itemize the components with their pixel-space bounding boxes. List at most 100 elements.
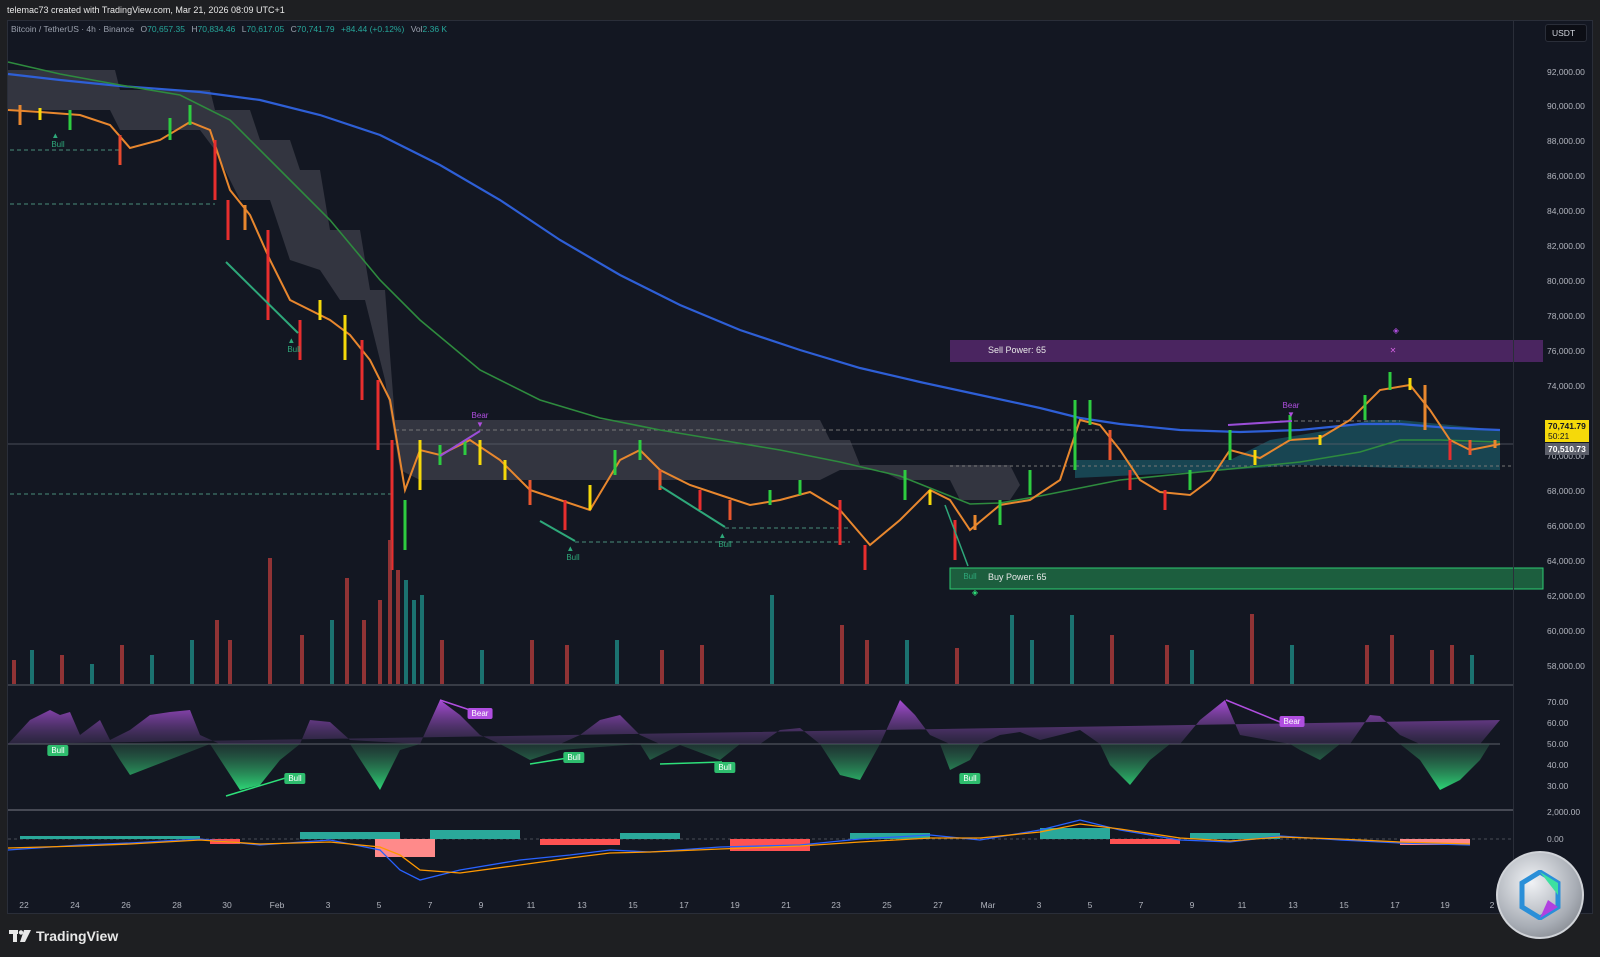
x-tick: 3 <box>325 900 331 910</box>
osc-y-tick: 70.00 <box>1547 697 1569 707</box>
x-tick: 23 <box>831 900 841 910</box>
y-tick: 76,000.00 <box>1547 346 1585 356</box>
oscillator-lower-fill <box>8 744 1490 790</box>
x-tick: 22 <box>19 900 29 910</box>
volume-value: 2.36 K <box>422 24 448 34</box>
bull-signal-marker: ▲ Bull <box>566 544 580 562</box>
x-tick: 11 <box>526 900 536 910</box>
x-tick: 3 <box>1036 900 1042 910</box>
change-value: +84.44 (+0.12%) <box>340 24 405 34</box>
x-tick: 24 <box>70 900 80 910</box>
buy-power-label: Buy Power: 65 <box>988 572 1047 582</box>
x-tick: 2 <box>1489 900 1495 910</box>
osc-y-tick: 50.00 <box>1547 739 1569 749</box>
teal-band <box>1075 420 1500 478</box>
x-tick: 25 <box>882 900 892 910</box>
y-tick: 84,000.00 <box>1547 206 1585 216</box>
bull-divergence-line <box>225 261 299 334</box>
coin-watermark-icon <box>1496 851 1584 939</box>
attribution-bar: telemac73 created with TradingView.com, … <box>0 0 1600 20</box>
osc-y-tick: 40.00 <box>1547 760 1569 770</box>
osc-bull-badge: Bull <box>714 762 736 773</box>
bear-signal-marker: Bear ▼ <box>1282 401 1300 419</box>
x-tick: 5 <box>376 900 382 910</box>
macd-y-tick: 2,000.00 <box>1547 807 1581 817</box>
x-tick: 9 <box>478 900 484 910</box>
open-value: 70,657.35 <box>147 24 185 34</box>
x-tick: 7 <box>1138 900 1144 910</box>
blue-ma-line <box>7 72 1501 434</box>
x-tick: 15 <box>1339 900 1349 910</box>
y-tick: 78,000.00 <box>1547 311 1585 321</box>
osc-bull-badge: Bull <box>959 773 981 784</box>
green-ma-line <box>7 61 1501 505</box>
bull-signal-marker: Bull <box>963 572 977 581</box>
x-tick: 7 <box>427 900 433 910</box>
low-value: 70,617.05 <box>246 24 285 34</box>
signal-line <box>7 823 1471 874</box>
symbol-label[interactable]: Bitcoin / TetherUS · 4h · Binance <box>11 24 135 34</box>
bear-divergence-line <box>439 430 481 457</box>
y-tick: 58,000.00 <box>1547 661 1585 671</box>
y-tick: 70,000.00 <box>1547 451 1585 461</box>
buy-power-zone <box>949 567 1544 590</box>
y-tick: 66,000.00 <box>1547 521 1585 531</box>
currency-unit-button[interactable]: USDT <box>1545 24 1587 42</box>
bull-signal-marker: ▲ Bull <box>51 131 65 149</box>
macd-y-tick: 0.00 <box>1547 834 1564 844</box>
cloud-band <box>8 70 1020 500</box>
y-tick: 90,000.00 <box>1547 101 1585 111</box>
x-tick: 19 <box>1440 900 1450 910</box>
close-value: 70,741.79 <box>296 24 335 34</box>
y-tick: 62,000.00 <box>1547 591 1585 601</box>
last-price-tag: 70,741.79 50:21 <box>1545 420 1589 442</box>
x-tick: 30 <box>222 900 232 910</box>
y-tick: 80,000.00 <box>1547 276 1585 286</box>
x-tick: 19 <box>730 900 740 910</box>
attribution-text: telemac73 created with TradingView.com, … <box>7 5 285 15</box>
y-tick: 82,000.00 <box>1547 241 1585 251</box>
x-tick: 27 <box>933 900 943 910</box>
x-tick: 28 <box>172 900 182 910</box>
tradingview-logo-icon <box>9 930 31 942</box>
y-tick: 64,000.00 <box>1547 556 1585 566</box>
bull-signal-marker: ▲ Bull <box>287 336 301 354</box>
osc-bull-badge: Bull <box>284 773 306 784</box>
sell-cross-icon: ✕ <box>1389 346 1397 355</box>
x-tick: 21 <box>781 900 791 910</box>
bar-countdown: 50:21 <box>1548 431 1570 441</box>
tradingview-logo[interactable]: TradingView <box>9 928 118 944</box>
x-tick: 11 <box>1237 900 1247 910</box>
candles <box>18 105 1497 570</box>
ohlc-legend: Bitcoin / TetherUS · 4h · Binance O70,65… <box>11 24 448 34</box>
x-tick: Feb <box>269 900 285 910</box>
y-tick: 68,000.00 <box>1547 486 1585 496</box>
y-tick: 74,000.00 <box>1547 381 1585 391</box>
x-tick: 26 <box>121 900 131 910</box>
sell-power-zone <box>950 340 1543 362</box>
volume-bars <box>12 540 1474 684</box>
x-tick: 5 <box>1087 900 1093 910</box>
osc-bear-badge: Bear <box>467 708 493 719</box>
osc-bear-badge: Bear <box>1279 716 1305 727</box>
oscillator-upper-fill <box>8 700 1500 744</box>
y-tick: 88,000.00 <box>1547 136 1585 146</box>
y-tick: 86,000.00 <box>1547 171 1585 181</box>
x-tick: Mar <box>980 900 996 910</box>
sell-power-label: Sell Power: 65 <box>988 345 1047 355</box>
sell-diamond-icon: ◈ <box>1392 326 1400 335</box>
y-tick: 92,000.00 <box>1547 67 1585 77</box>
osc-y-tick: 30.00 <box>1547 781 1569 791</box>
osc-bull-badge: Bull <box>563 752 585 763</box>
x-tick: 13 <box>1288 900 1298 910</box>
reference-price-tag: 70,510.73 <box>1545 443 1589 455</box>
price-axis[interactable] <box>1513 20 1593 914</box>
osc-y-tick: 60.00 <box>1547 718 1569 728</box>
x-tick: 9 <box>1189 900 1195 910</box>
osc-bull-badge: Bull <box>47 745 69 756</box>
x-tick: 17 <box>679 900 689 910</box>
x-tick: 13 <box>577 900 587 910</box>
bear-signal-marker: Bear ▼ <box>471 411 489 429</box>
y-tick: 60,000.00 <box>1547 626 1585 636</box>
